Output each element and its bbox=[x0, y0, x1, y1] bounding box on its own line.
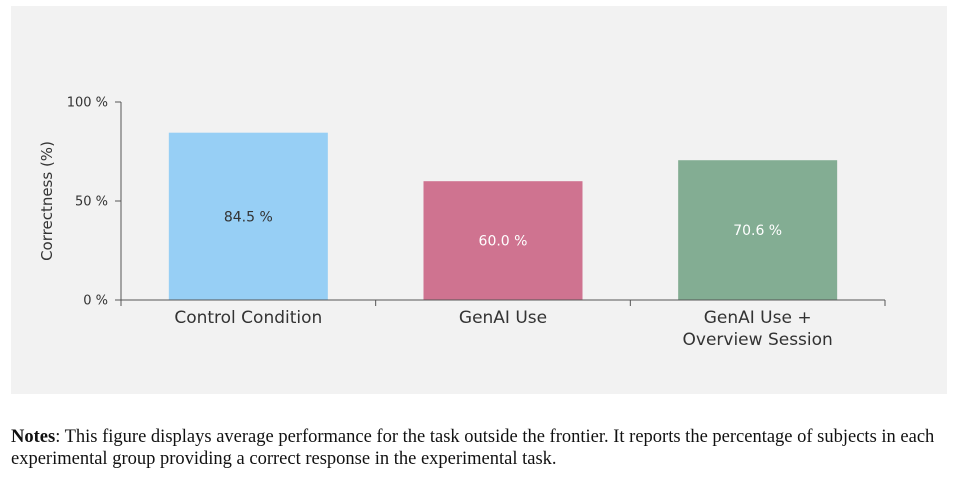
bar-value-label: 70.6 % bbox=[733, 223, 782, 239]
y-tick-label: 0 % bbox=[83, 294, 108, 309]
x-tick-label-line: GenAI Use + bbox=[704, 308, 812, 328]
x-tick-label: GenAI Use bbox=[459, 308, 547, 328]
bar bbox=[678, 160, 838, 300]
notes-text: : This figure displays average performan… bbox=[11, 427, 935, 469]
x-tick-label-line: Control Condition bbox=[174, 308, 322, 328]
bar bbox=[168, 132, 328, 300]
bar-value-label: 84.5 % bbox=[224, 209, 273, 225]
chart-panel: 84.5 % 60.0 % 70.6 % 0 % 50 % 100 % Control Co… bbox=[11, 6, 947, 394]
y-tick-label: 100 % bbox=[67, 96, 108, 111]
x-tick-label: GenAI Use + Overview Session bbox=[683, 308, 833, 350]
bar-value-label: 60.0 % bbox=[479, 234, 528, 250]
notes-label: Notes bbox=[11, 427, 56, 447]
bar bbox=[423, 181, 583, 300]
y-tick-label: 50 % bbox=[75, 195, 108, 210]
x-tick-label-line: Overview Session bbox=[683, 330, 833, 350]
x-tick-label: Control Condition bbox=[174, 308, 322, 328]
figure-notes: Notes: This figure displays average perf… bbox=[11, 426, 956, 470]
bar-chart: 84.5 % 60.0 % 70.6 % 0 % 50 % 100 % Control Co… bbox=[38, 96, 886, 350]
x-tick-label-line: GenAI Use bbox=[459, 308, 547, 328]
y-axis-title: Correctness (%) bbox=[38, 141, 56, 261]
